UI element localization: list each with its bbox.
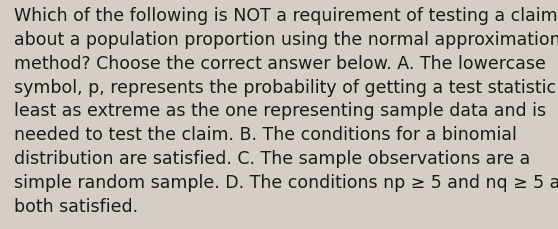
Text: Which of the following is NOT a requirement of testing a claim
about a populatio: Which of the following is NOT a requirem… <box>14 7 558 215</box>
